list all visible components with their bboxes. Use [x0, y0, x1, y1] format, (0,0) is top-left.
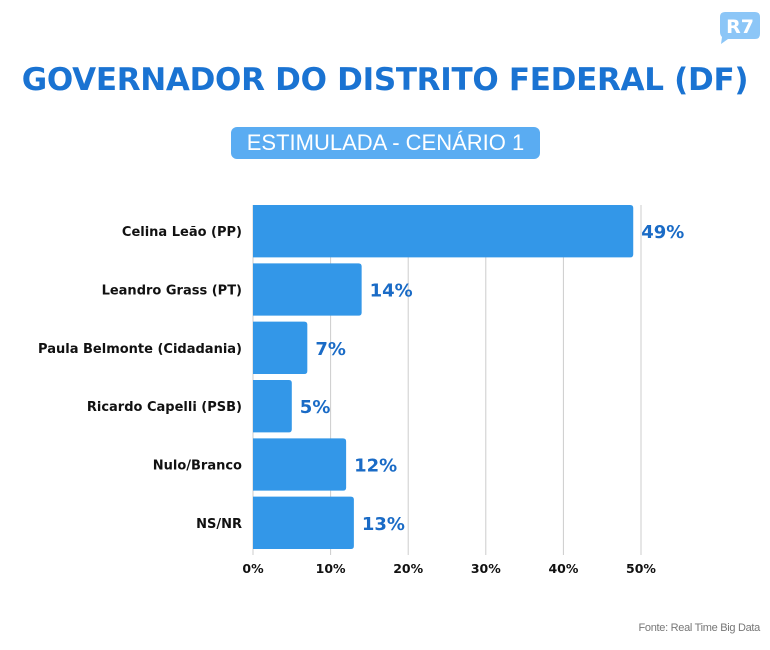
category-label: Ricardo Capelli (PSB) [87, 400, 242, 415]
r7-logo: R7 [719, 11, 761, 44]
value-labels: 49% 14% 7% 5% 12% 13% [300, 222, 685, 535]
category-label: Leandro Grass (PT) [102, 284, 242, 299]
source-note: Fonte: Real Time Big Data [638, 622, 760, 634]
x-tick-label: 30% [471, 561, 501, 576]
x-tick-label: 0% [242, 561, 264, 576]
value-label: 5% [300, 397, 331, 418]
logo-bubble [720, 12, 760, 44]
bar [253, 380, 292, 433]
value-label: 7% [315, 339, 346, 360]
bar [253, 321, 308, 374]
x-tick-label: 10% [316, 561, 346, 576]
r7-logo-icon: R7 [720, 12, 760, 44]
category-label: NS/NR [196, 517, 242, 532]
category-label: Celina Leão (PP) [122, 225, 242, 240]
bar [253, 496, 354, 549]
value-label: 49% [641, 222, 684, 243]
scenario-badge: ESTIMULADA - CENÁRIO 1 [231, 127, 540, 159]
value-label: 14% [370, 281, 413, 302]
bar [253, 263, 362, 316]
value-label: 12% [354, 456, 397, 477]
x-tick-label: 20% [393, 561, 423, 576]
bar [253, 438, 347, 491]
bar [253, 205, 634, 258]
bars [253, 205, 634, 549]
x-tick-labels: 0% 10% 20% 30% 40% 50% [242, 561, 656, 576]
x-tick-label: 50% [626, 561, 656, 576]
value-label: 13% [362, 514, 405, 535]
x-tick-label: 40% [548, 561, 578, 576]
category-label: Nulo/Branco [153, 459, 242, 474]
category-labels: Celina Leão (PP) Leandro Grass (PT) Paula … [38, 225, 242, 532]
chart-title: GOVERNADOR DO DISTRITO FEDERAL (DF) [21, 62, 749, 98]
category-label: Paula Belmonte (Cidadania) [38, 342, 242, 357]
logo-text: R7 [726, 16, 754, 38]
